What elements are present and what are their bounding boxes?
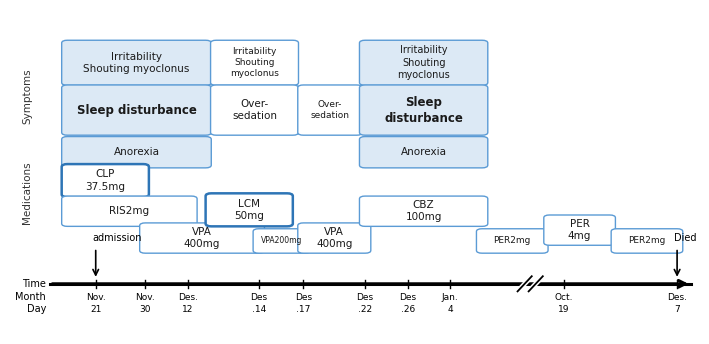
Text: Sleep
disturbance: Sleep disturbance xyxy=(384,96,463,125)
Text: RIS2mg: RIS2mg xyxy=(109,206,150,216)
FancyBboxPatch shape xyxy=(476,229,548,253)
Text: Day: Day xyxy=(27,303,46,314)
FancyBboxPatch shape xyxy=(359,196,488,226)
Text: VPA
400mg: VPA 400mg xyxy=(316,227,352,249)
Text: Died: Died xyxy=(674,233,696,243)
Text: Month: Month xyxy=(16,292,46,302)
Text: PER
4mg: PER 4mg xyxy=(568,219,591,241)
Text: .22: .22 xyxy=(358,305,372,314)
Text: Anorexia: Anorexia xyxy=(401,147,447,157)
Text: Irritability
Shouting
myoclonus: Irritability Shouting myoclonus xyxy=(230,47,279,78)
Text: Nov.: Nov. xyxy=(86,293,106,302)
Text: PER2mg: PER2mg xyxy=(628,236,666,246)
FancyBboxPatch shape xyxy=(62,85,211,135)
Text: VPA
400mg: VPA 400mg xyxy=(184,227,220,249)
FancyBboxPatch shape xyxy=(298,85,362,135)
Text: CLP
37.5mg: CLP 37.5mg xyxy=(85,169,125,192)
Text: Symptoms: Symptoms xyxy=(22,68,32,124)
FancyBboxPatch shape xyxy=(211,85,298,135)
FancyBboxPatch shape xyxy=(544,215,615,245)
FancyBboxPatch shape xyxy=(62,164,149,197)
Text: Des.: Des. xyxy=(178,293,198,302)
Text: Des: Des xyxy=(295,293,312,302)
Text: Irritability
Shouting
myoclonus: Irritability Shouting myoclonus xyxy=(397,45,450,80)
Text: LCM
50mg: LCM 50mg xyxy=(234,198,264,221)
Text: Des: Des xyxy=(250,293,267,302)
Text: Time: Time xyxy=(22,279,46,289)
Text: Jan.: Jan. xyxy=(442,293,459,302)
Text: CBZ
100mg: CBZ 100mg xyxy=(406,200,442,223)
FancyBboxPatch shape xyxy=(253,229,311,253)
Text: .26: .26 xyxy=(401,305,415,314)
FancyBboxPatch shape xyxy=(62,137,211,168)
Text: Medications: Medications xyxy=(22,161,32,224)
FancyBboxPatch shape xyxy=(62,40,211,85)
Text: Sleep disturbance: Sleep disturbance xyxy=(77,104,196,117)
FancyBboxPatch shape xyxy=(211,40,298,85)
FancyBboxPatch shape xyxy=(206,193,293,226)
Text: 7: 7 xyxy=(674,305,680,314)
Text: Nov.: Nov. xyxy=(135,293,155,302)
Text: Anorexia: Anorexia xyxy=(113,147,160,157)
Text: Over-
sedation: Over- sedation xyxy=(311,100,350,120)
Text: 4: 4 xyxy=(447,305,453,314)
Text: VPA200mg: VPA200mg xyxy=(261,236,303,246)
Text: .14: .14 xyxy=(252,305,266,314)
Text: PER2mg: PER2mg xyxy=(493,236,531,246)
FancyBboxPatch shape xyxy=(140,223,264,253)
Text: Des: Des xyxy=(357,293,374,302)
FancyBboxPatch shape xyxy=(298,223,371,253)
Text: Over-
sedation: Over- sedation xyxy=(232,99,277,121)
Text: Des.: Des. xyxy=(667,293,687,302)
FancyBboxPatch shape xyxy=(611,229,683,253)
Text: Des: Des xyxy=(399,293,416,302)
FancyBboxPatch shape xyxy=(359,85,488,135)
Text: 19: 19 xyxy=(558,305,569,314)
FancyBboxPatch shape xyxy=(359,40,488,85)
FancyBboxPatch shape xyxy=(359,137,488,168)
FancyBboxPatch shape xyxy=(62,196,197,226)
Text: 30: 30 xyxy=(140,305,151,314)
Text: Oct.: Oct. xyxy=(554,293,573,302)
Text: admission: admission xyxy=(92,233,142,243)
Text: .17: .17 xyxy=(296,305,311,314)
Text: 21: 21 xyxy=(90,305,101,314)
Text: Irritability
Shouting myoclonus: Irritability Shouting myoclonus xyxy=(83,52,190,74)
Text: 12: 12 xyxy=(182,305,194,314)
